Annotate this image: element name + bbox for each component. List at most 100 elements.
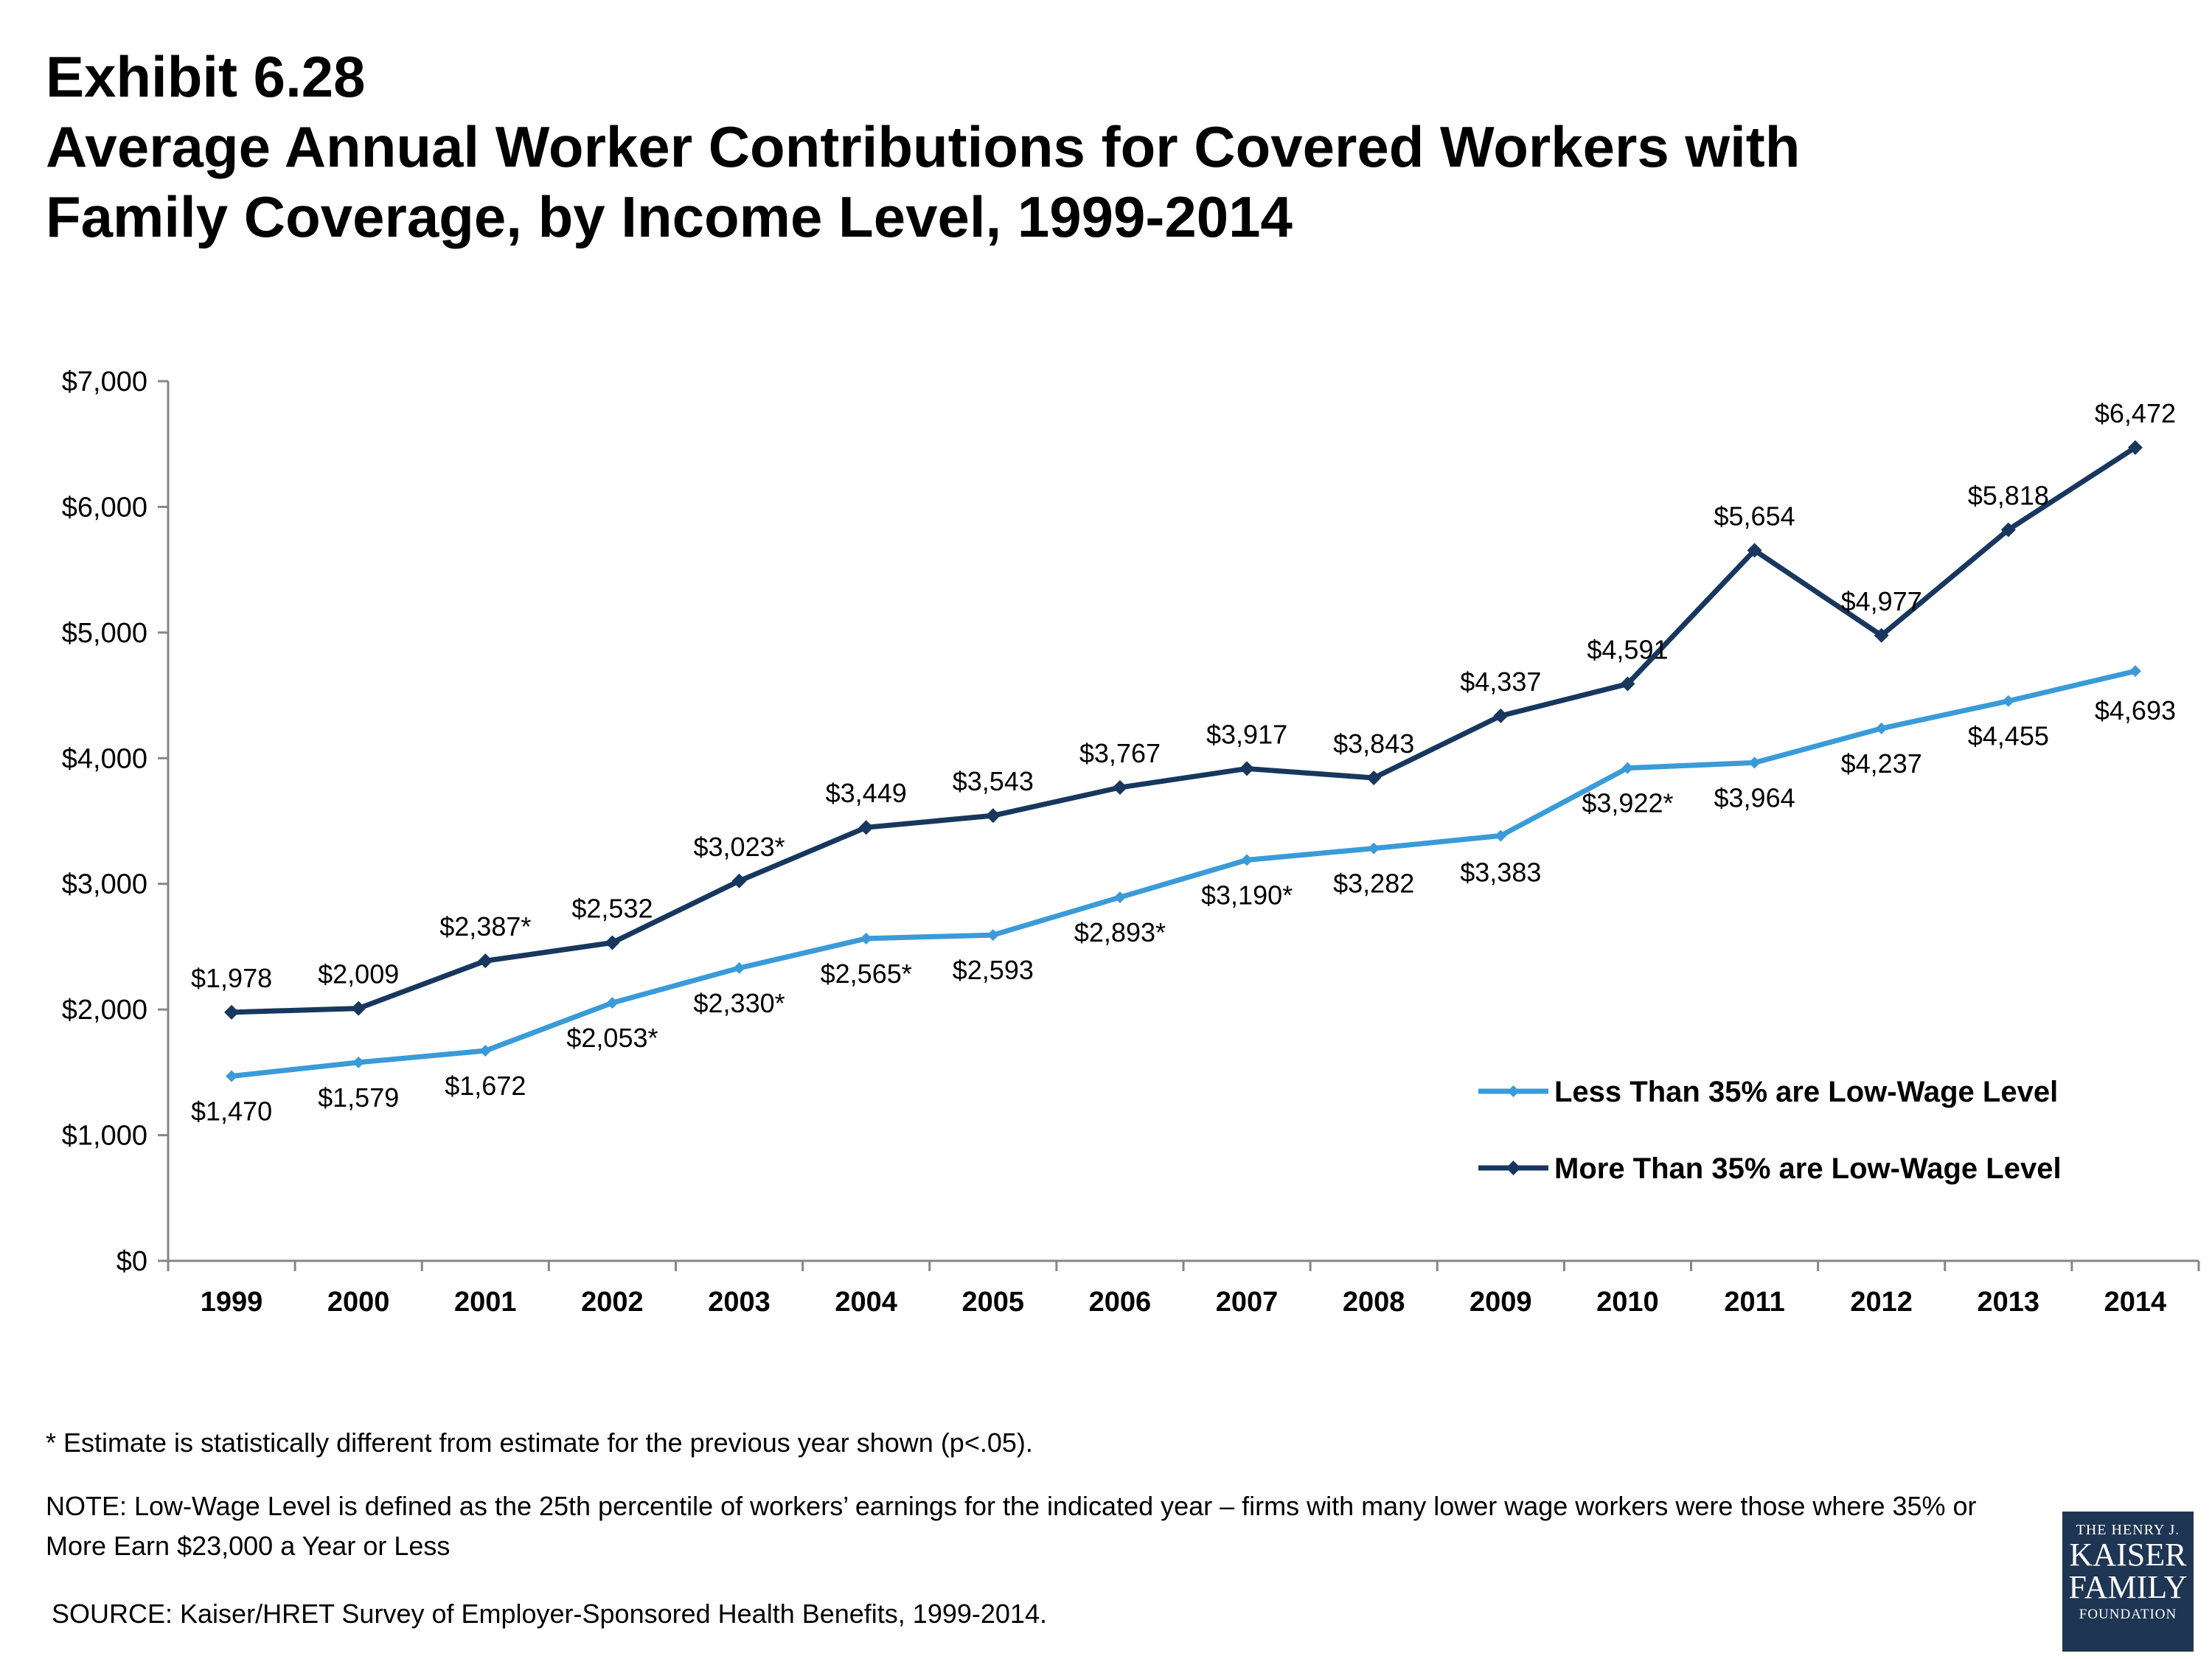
series-2-data-label: $3,023* (694, 832, 785, 862)
series-1-point (1621, 762, 1634, 774)
series-1-data-label: $4,237 (1841, 748, 1922, 779)
series-2-data-label: $4,591 (1587, 635, 1668, 665)
y-tick-label: $2,000 (62, 995, 147, 1026)
series-2-point (2000, 522, 2016, 538)
logo-line-4: FOUNDATION (2079, 1607, 2177, 1622)
x-tick-label: 2003 (708, 1287, 771, 1318)
series-2-point (731, 873, 747, 888)
x-tick-label: 2010 (1596, 1287, 1659, 1318)
series-1-point (1748, 757, 1761, 769)
series-line-1 (231, 668, 2136, 1079)
x-tick-label: 2008 (1343, 1287, 1405, 1318)
series-2-point (1239, 761, 1255, 776)
series-1-data-label: $3,964 (1714, 782, 1795, 813)
series-1-point (733, 961, 745, 974)
series-1-data-label: $2,893* (1074, 917, 1166, 947)
series-1-data-label: $3,282 (1333, 869, 1414, 899)
series-2-point (1493, 708, 1509, 723)
chart-title-line-2: Family Coverage, by Income Level, 1999-2… (46, 184, 1293, 249)
series-2-data-label: $4,977 (1841, 586, 1922, 616)
series-line-2 (231, 445, 2137, 1015)
y-tick-label: $3,000 (62, 869, 147, 900)
series-2-point (1620, 676, 1635, 692)
x-tick-label: 2000 (327, 1287, 390, 1318)
series-1-point (226, 1070, 238, 1082)
y-tick-label: $1,000 (62, 1121, 147, 1152)
series-1-point (1113, 891, 1126, 903)
series-2-point (1366, 771, 1382, 786)
series-1-point (987, 929, 999, 942)
series-2-data-label: $4,337 (1460, 667, 1541, 697)
x-tick-label: 2001 (454, 1287, 517, 1318)
series-1-point (2002, 695, 2014, 707)
series-2-point (2127, 439, 2143, 455)
footnote-source: SOURCE: Kaiser/HRET Survey of Employer-S… (52, 1599, 1047, 1629)
series-1-data-label: $3,190* (1201, 880, 1293, 910)
series-2-data-label: $3,917 (1206, 719, 1287, 749)
legend-entry-2: More Than 35% are Low-Wage Level (1554, 1152, 2062, 1185)
x-tick-label: 2006 (1089, 1287, 1152, 1318)
x-tick-label: 2005 (962, 1287, 1025, 1318)
y-tick-label: $6,000 (62, 492, 147, 523)
series-2-point (1112, 779, 1127, 795)
series-2-data-label: $3,449 (826, 778, 907, 808)
x-tick-label: 2002 (581, 1287, 644, 1318)
chart-title-line-1: Average Annual Worker Contributions for … (46, 114, 1801, 179)
series-1-data-label: $2,053* (566, 1023, 658, 1053)
series-1-data-label: $2,593 (953, 955, 1034, 985)
x-tick-label: 2013 (1978, 1287, 2040, 1318)
legend-swatch-marker (1506, 1161, 1521, 1175)
series-2-point (605, 935, 620, 950)
series-2-data-label: $3,843 (1333, 728, 1414, 759)
series-1-point (1368, 842, 1380, 855)
footnote-asterisk: * Estimate is statistically different fr… (46, 1427, 1033, 1458)
series-1-point (606, 997, 619, 1009)
series-1-data-label: $2,330* (694, 988, 785, 1018)
logo-line-3: FAMILY (2068, 1569, 2188, 1605)
y-tick-label: $7,000 (62, 366, 147, 397)
series-2-point (478, 953, 493, 969)
x-tick-label: 1999 (201, 1287, 263, 1318)
legend-swatch-marker (1507, 1085, 1520, 1097)
series-2-data-label: $6,472 (2095, 398, 2176, 428)
x-tick-label: 2012 (1850, 1287, 1913, 1318)
x-tick-label: 2011 (1724, 1287, 1784, 1318)
series-1-data-label: $1,470 (191, 1096, 272, 1126)
x-tick-label: 2007 (1216, 1287, 1279, 1318)
kaiser-logo: THE HENRY J. KAISER FAMILY FOUNDATION (2062, 1512, 2194, 1652)
series-2-data-label: $3,767 (1079, 738, 1161, 768)
series-2-point (1747, 543, 1762, 558)
series-2-data-label: $2,387* (439, 911, 531, 942)
series-1-point (479, 1045, 492, 1057)
legend-entry-1: Less Than 35% are Low-Wage Level (1554, 1076, 2058, 1108)
series-2-data-label: $5,818 (1968, 480, 2049, 510)
series-2-point (985, 808, 1001, 824)
y-tick-label: $0 (116, 1246, 147, 1277)
x-tick-label: 2014 (2104, 1287, 2167, 1318)
series-1-data-label: $3,383 (1460, 857, 1541, 887)
series-1-point (1241, 854, 1253, 866)
series-1-point (860, 932, 872, 945)
series-1-data-label: $1,579 (318, 1082, 399, 1113)
footnote-note: NOTE: Low-Wage Level is defined as the 2… (46, 1491, 1977, 1561)
series-1-point (352, 1056, 365, 1068)
y-tick-label: $4,000 (62, 743, 147, 774)
series-2-point (351, 1001, 366, 1016)
title-block: Exhibit 6.28 Average Annual Worker Contr… (46, 43, 2169, 252)
series-1-data-label: $4,693 (2095, 695, 2176, 726)
x-tick-label: 2004 (835, 1287, 897, 1318)
series-1-point (1495, 830, 1507, 842)
y-tick-label: $5,000 (62, 618, 147, 649)
series-1-data-label: $1,672 (445, 1071, 526, 1101)
series-2-point (1874, 627, 1889, 643)
series-2-point (858, 820, 874, 835)
series-2-data-label: $2,009 (318, 959, 399, 990)
series-1-point (1875, 722, 1888, 734)
x-tick-label: 2009 (1470, 1287, 1532, 1318)
series-1-point (2129, 665, 2141, 678)
series-2-data-label: $1,978 (191, 963, 272, 993)
series-2-data-label: $3,543 (953, 766, 1034, 796)
series-2-data-label: $2,532 (571, 893, 653, 923)
exhibit-number: Exhibit 6.28 (46, 44, 366, 109)
line-chart: $0 $1,000 $2,000 $3,000 $4,000 $5,000 $6,000 $7… (62, 366, 2200, 1318)
